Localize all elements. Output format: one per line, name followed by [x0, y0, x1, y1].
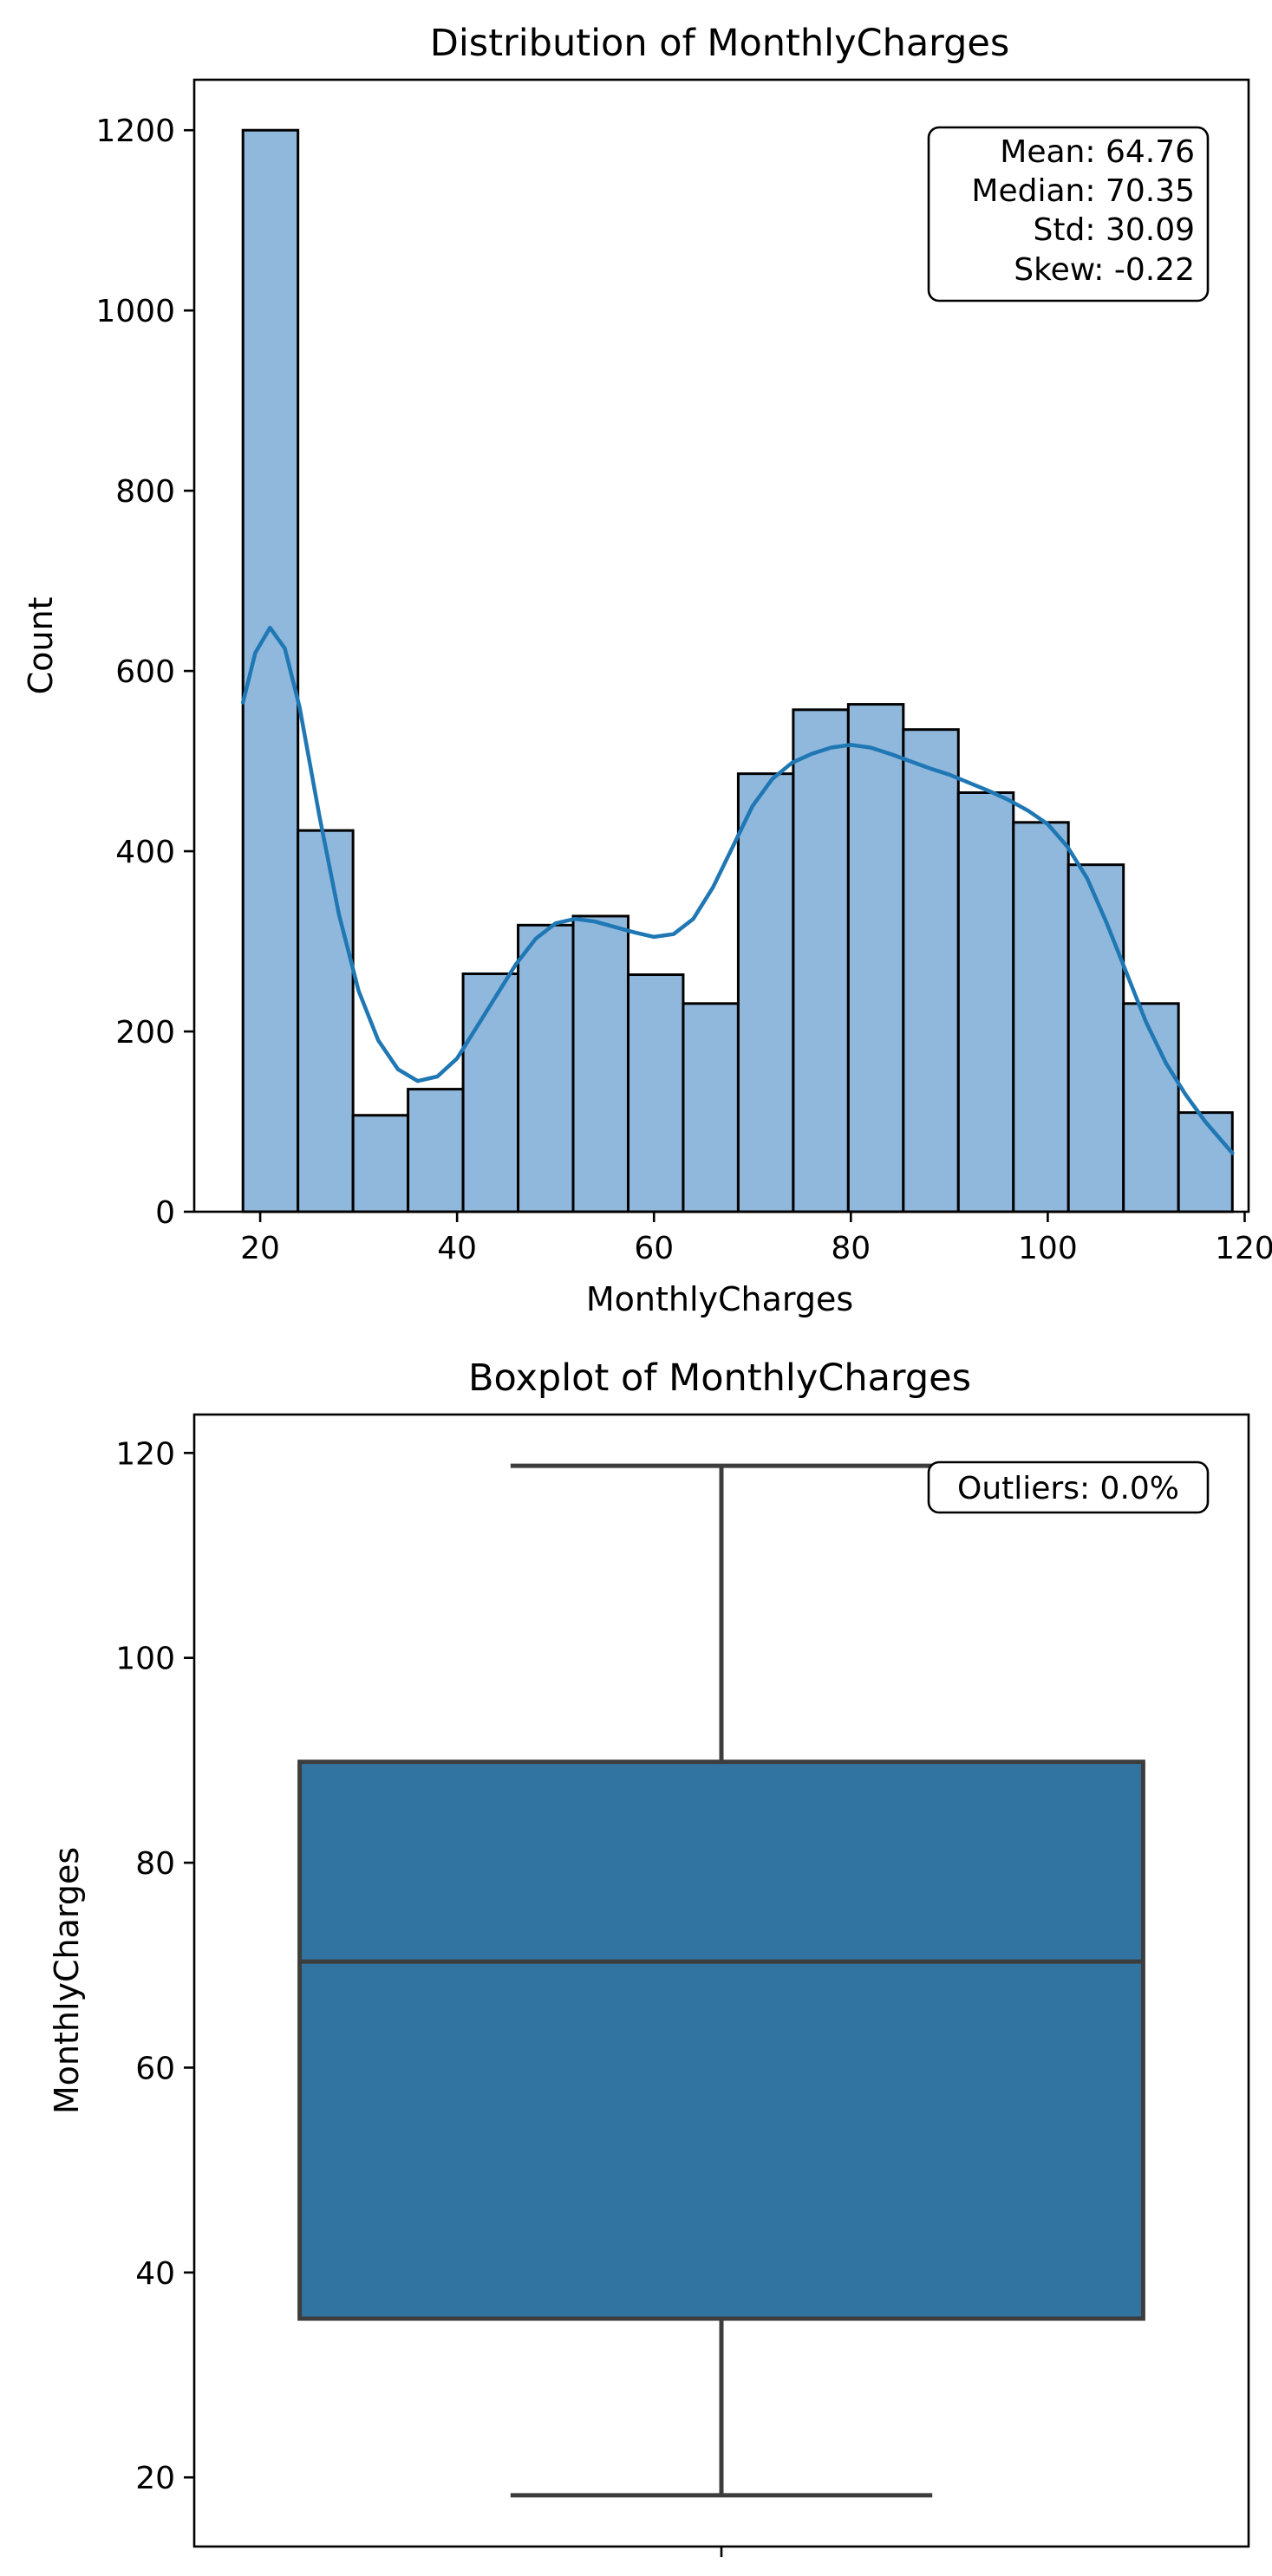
histogram-bar — [351, 1114, 410, 1213]
outliers-box: Outliers: 0.0% — [927, 1460, 1210, 1514]
x-tick-label: 80 — [831, 1231, 871, 1266]
histogram-bar — [792, 708, 850, 1213]
y-tick-label: 80 — [135, 1846, 175, 1882]
y-tick-label: 100 — [115, 1642, 175, 1677]
histogram-plot: Distribution of MonthlyCharges 20 40 60 80 1… — [22, 22, 1272, 1318]
stats-skew: Skew: -0.22 — [1014, 252, 1195, 288]
histogram-bar — [902, 728, 960, 1213]
y-tick-label: 200 — [115, 1015, 175, 1051]
stats-median: Median: 70.35 — [971, 173, 1195, 209]
y-tick-label: 40 — [135, 2256, 175, 2292]
stats-std: Std: 30.09 — [1034, 212, 1195, 248]
kde-curve — [240, 625, 1235, 1155]
y-tick-label: 1000 — [95, 294, 175, 329]
boxplot-y-axis-label: MonthlyCharges — [48, 1847, 86, 2114]
histogram-bars — [241, 128, 1234, 1213]
x-tick-label: 20 — [240, 1231, 280, 1266]
histogram-bar — [1012, 821, 1070, 1213]
histogram-y-ticks: 0 200 400 600 800 1000 1200 — [95, 114, 194, 1231]
stats-mean: Mean: 64.76 — [1000, 134, 1195, 170]
histogram-bar — [1122, 1002, 1180, 1213]
histogram-bar — [297, 829, 355, 1213]
histogram-x-axis-label: MonthlyCharges — [586, 1280, 853, 1318]
histogram-bar — [1067, 863, 1125, 1213]
x-tick-label: 60 — [634, 1231, 674, 1266]
histogram-axes-frame — [192, 78, 1250, 1213]
y-tick-label: 600 — [115, 654, 175, 690]
histogram-bar — [1177, 1111, 1234, 1213]
histogram-bar — [407, 1088, 465, 1213]
histogram-title: Distribution of MonthlyCharges — [430, 22, 1010, 65]
histogram-x-ticks: 20 40 60 80 100 120 — [240, 1212, 1272, 1266]
histogram-bar — [682, 1002, 740, 1213]
y-tick-label: 120 — [115, 1436, 175, 1472]
histogram-bar — [956, 790, 1015, 1213]
stats-box: Mean: 64.76 Median: 70.35 Std: 30.09 Ske… — [927, 126, 1210, 302]
y-tick-label: 400 — [115, 835, 175, 870]
boxplot-elements — [297, 1463, 1145, 2498]
iqr-box — [297, 1760, 1145, 2321]
x-tick-label: 120 — [1215, 1231, 1272, 1266]
y-tick-label: 1200 — [95, 114, 175, 149]
boxplot-y-ticks: 20 40 60 80 100 120 — [115, 1436, 194, 2496]
x-tick-label: 40 — [437, 1231, 477, 1266]
histogram-bar — [461, 972, 520, 1213]
y-tick-label: 0 — [155, 1195, 175, 1231]
histogram-bar — [736, 772, 795, 1213]
histogram-bar — [571, 914, 629, 1213]
y-tick-label: 20 — [135, 2461, 175, 2496]
histogram-bar — [846, 703, 905, 1213]
x-tick-label: 100 — [1018, 1231, 1078, 1266]
y-tick-label: 800 — [115, 474, 175, 510]
histogram-bar — [626, 973, 685, 1213]
y-tick-label: 60 — [135, 2051, 175, 2086]
outliers-box-frame — [927, 1460, 1210, 1514]
histogram-bar — [517, 923, 575, 1213]
stats-box-frame — [927, 126, 1210, 302]
histogram-y-axis-label: Count — [22, 597, 60, 695]
boxplot-plot: Boxplot of MonthlyCharges 20 40 60 80 100 120… — [48, 1356, 1250, 2557]
outliers-label: Outliers: 0.0% — [957, 1471, 1179, 1506]
boxplot-title: Boxplot of MonthlyCharges — [468, 1356, 971, 1400]
